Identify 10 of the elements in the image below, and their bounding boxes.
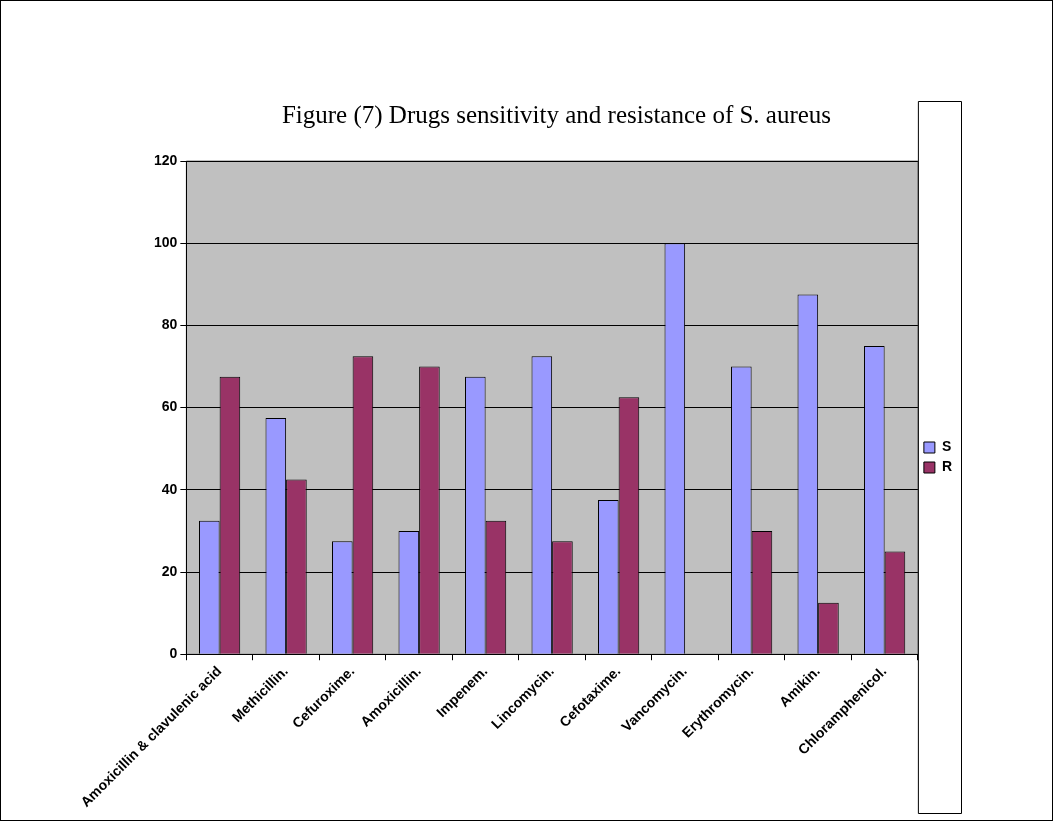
chart-title: Figure (7) Drugs sensitivity and resistance of S. aureus [281,100,832,129]
legend-label: S [941,438,952,455]
y-tick-label: 100 [154,234,178,251]
y-tick-label: 60 [161,398,178,415]
y-tick-label: 120 [154,151,178,168]
y-tick-label: 20 [161,562,178,579]
y-tick-label: 0 [169,645,178,662]
legend-label: R [941,458,953,475]
y-tick-label: 80 [161,316,178,333]
y-tick-label: 40 [161,480,178,497]
